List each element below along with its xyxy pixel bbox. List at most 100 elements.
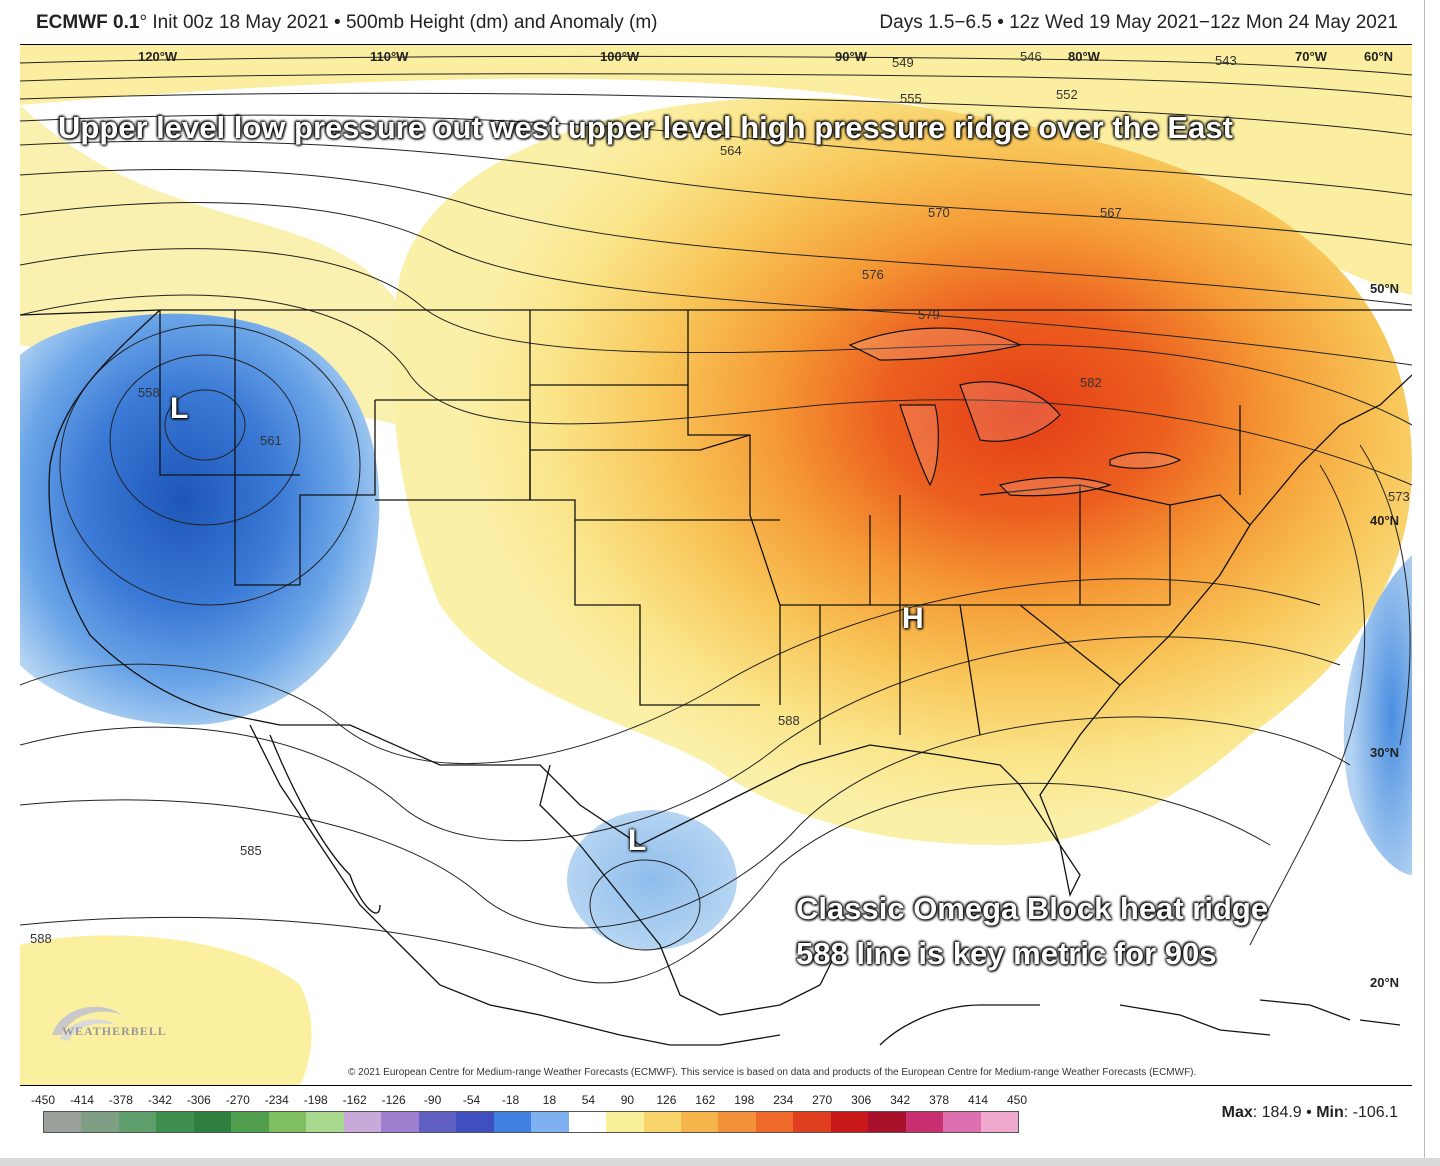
colorbar-tick-label: 126 (656, 1093, 677, 1107)
colorbar-tick-label: 306 (851, 1093, 872, 1107)
lat-label-30n: 30°N (1370, 745, 1400, 760)
forecast-map: 120°W 110°W 100°W 90°W 80°W 70°W 60°N 50… (20, 44, 1412, 1086)
contour-label: 546 (1020, 49, 1042, 64)
colorbar-swatch (830, 1112, 869, 1132)
ridge-anomaly (392, 97, 1412, 846)
map-header: ECMWF 0.1° Init 00z 18 May 2021 • 500mb … (0, 0, 1440, 44)
colorbar-swatch (456, 1112, 494, 1132)
colorbar-swatch (193, 1112, 232, 1132)
colorbar-swatch (531, 1112, 569, 1132)
colorbar-swatch (718, 1112, 756, 1132)
right-border (1424, 0, 1425, 1158)
logo-text: WEATHERBELL (62, 1024, 167, 1038)
annotation-top: Upper level low pressure out west upper … (58, 110, 1233, 145)
lon-label-70w: 70°W (1295, 49, 1327, 64)
atlantic-trough-anomaly (1343, 555, 1412, 875)
colorbar-swatch (231, 1112, 269, 1132)
lon-label-90w: 90°W (835, 49, 867, 64)
lon-label-100w: 100°W (600, 49, 640, 64)
colorbar-swatch (568, 1112, 607, 1132)
colorbar-tick-label: -270 (225, 1093, 250, 1107)
valid-period: Days 1.5−6.5 • 12z Wed 19 May 2021−12z M… (879, 12, 1398, 33)
degree-sign: ° (139, 12, 148, 33)
contour-label: 576 (862, 267, 884, 282)
lon-label-110w: 110°W (370, 49, 409, 64)
colorbar-swatch (118, 1112, 157, 1132)
low-west-label: L (170, 392, 189, 425)
low-gulf-label: L (628, 824, 647, 857)
weatherbell-logo-icon (52, 1006, 122, 1041)
colorbar-tick-label: -198 (303, 1093, 328, 1107)
colorbar-tick-label: 162 (695, 1093, 716, 1107)
colorbar-tick-label: -90 (423, 1093, 442, 1107)
contour-label: 564 (720, 143, 742, 158)
max-min-readout: Max: 184.9 • Min: -106.1 (1221, 1104, 1398, 1121)
min-value: -106.1 (1352, 1104, 1398, 1121)
colorbar-tick-label: -378 (108, 1093, 133, 1107)
lat-label-20n: 20°N (1370, 975, 1400, 990)
colorbar-tick-label: 198 (734, 1093, 755, 1107)
colorbar-swatch (268, 1112, 307, 1132)
colorbar-tick-label: -234 (264, 1093, 289, 1107)
colorbar-tick-label: -18 (501, 1093, 520, 1107)
contour-label: 579 (918, 307, 940, 322)
colorbar-tick-label: 54 (581, 1093, 596, 1107)
colorbar-swatch (606, 1112, 644, 1132)
colorbar-tick-label: 342 (890, 1093, 911, 1107)
colorbar-tick-label: -54 (462, 1093, 481, 1107)
min-label: Min (1316, 1104, 1344, 1121)
gulf-low-anomaly (567, 810, 737, 950)
contour-label: 573 (1388, 489, 1410, 504)
colorbar-tick-label: -450 (30, 1093, 56, 1107)
colorbar-tick-label: -126 (381, 1093, 406, 1107)
colorbar-tick-label: 414 (968, 1093, 989, 1107)
colorbar-tick-label: 234 (773, 1093, 794, 1107)
colorbar-swatch (81, 1112, 119, 1132)
contour-label: 570 (928, 205, 950, 220)
northern-yellow-band (20, 45, 1412, 295)
colorbar-tick-label: 450 (1006, 1093, 1028, 1107)
lat-label-50n: 50°N (1370, 281, 1400, 296)
colorbar-tick-label: -306 (186, 1093, 211, 1107)
colorbar-swatch (980, 1112, 1019, 1132)
contour-label: 561 (260, 433, 282, 448)
lon-label-120w: 120°W (138, 49, 178, 64)
lon-label-60n: 60°N (1364, 49, 1394, 64)
contour-label: 588 (778, 713, 800, 728)
colorbar-swatch (755, 1112, 794, 1132)
colorbar-swatch (381, 1112, 419, 1132)
colorbar-swatch (306, 1112, 344, 1132)
colorbar-swatch (868, 1112, 906, 1132)
annotation-bottom: Classic Omega Block heat ridge 588 line … (796, 886, 1268, 976)
annotation-bottom-line1: Classic Omega Block heat ridge (796, 891, 1269, 926)
colorbar-tick-label: 270 (812, 1093, 833, 1107)
separator: • (334, 12, 341, 33)
southwest-yellow-patch (20, 935, 312, 1085)
colorbar-tick-label: 18 (542, 1093, 557, 1107)
colorbar-tick-label: -162 (342, 1093, 367, 1107)
contour-label: 588 (30, 931, 52, 946)
contour-label: 558 (138, 385, 160, 400)
lat-label-40n: 40°N (1370, 513, 1400, 528)
colorbar-tick-label: -414 (69, 1093, 94, 1107)
max-label: Max (1221, 1104, 1253, 1121)
contour-label: 543 (1215, 53, 1237, 68)
colorbar-tick-labels: -450 -414 -378 -342 -306 -270 -234 -198 -162 -126… (31, 1093, 1027, 1109)
colorbar-tick-label: 90 (620, 1093, 635, 1107)
high-east-label: H (902, 602, 924, 635)
boundaries (20, 309, 1412, 1046)
colorbar-swatch (905, 1112, 944, 1132)
copyright-notice: © 2021 European Centre for Medium-range … (348, 1067, 1197, 1078)
height-contours (20, 55, 1412, 984)
colorbar-swatch (943, 1112, 981, 1132)
contour-label: 555 (900, 91, 922, 106)
colorbar-swatch (643, 1112, 681, 1132)
bottom-bar (0, 1158, 1440, 1166)
colorbar-swatch (343, 1112, 382, 1132)
map-canvas (20, 45, 1412, 1085)
colorbar (43, 1111, 1019, 1133)
contour-label: 552 (1056, 87, 1078, 102)
contour-label: 585 (240, 843, 262, 858)
colorbar-swatch (680, 1112, 719, 1132)
colorbar-tick-label: -342 (147, 1093, 172, 1107)
